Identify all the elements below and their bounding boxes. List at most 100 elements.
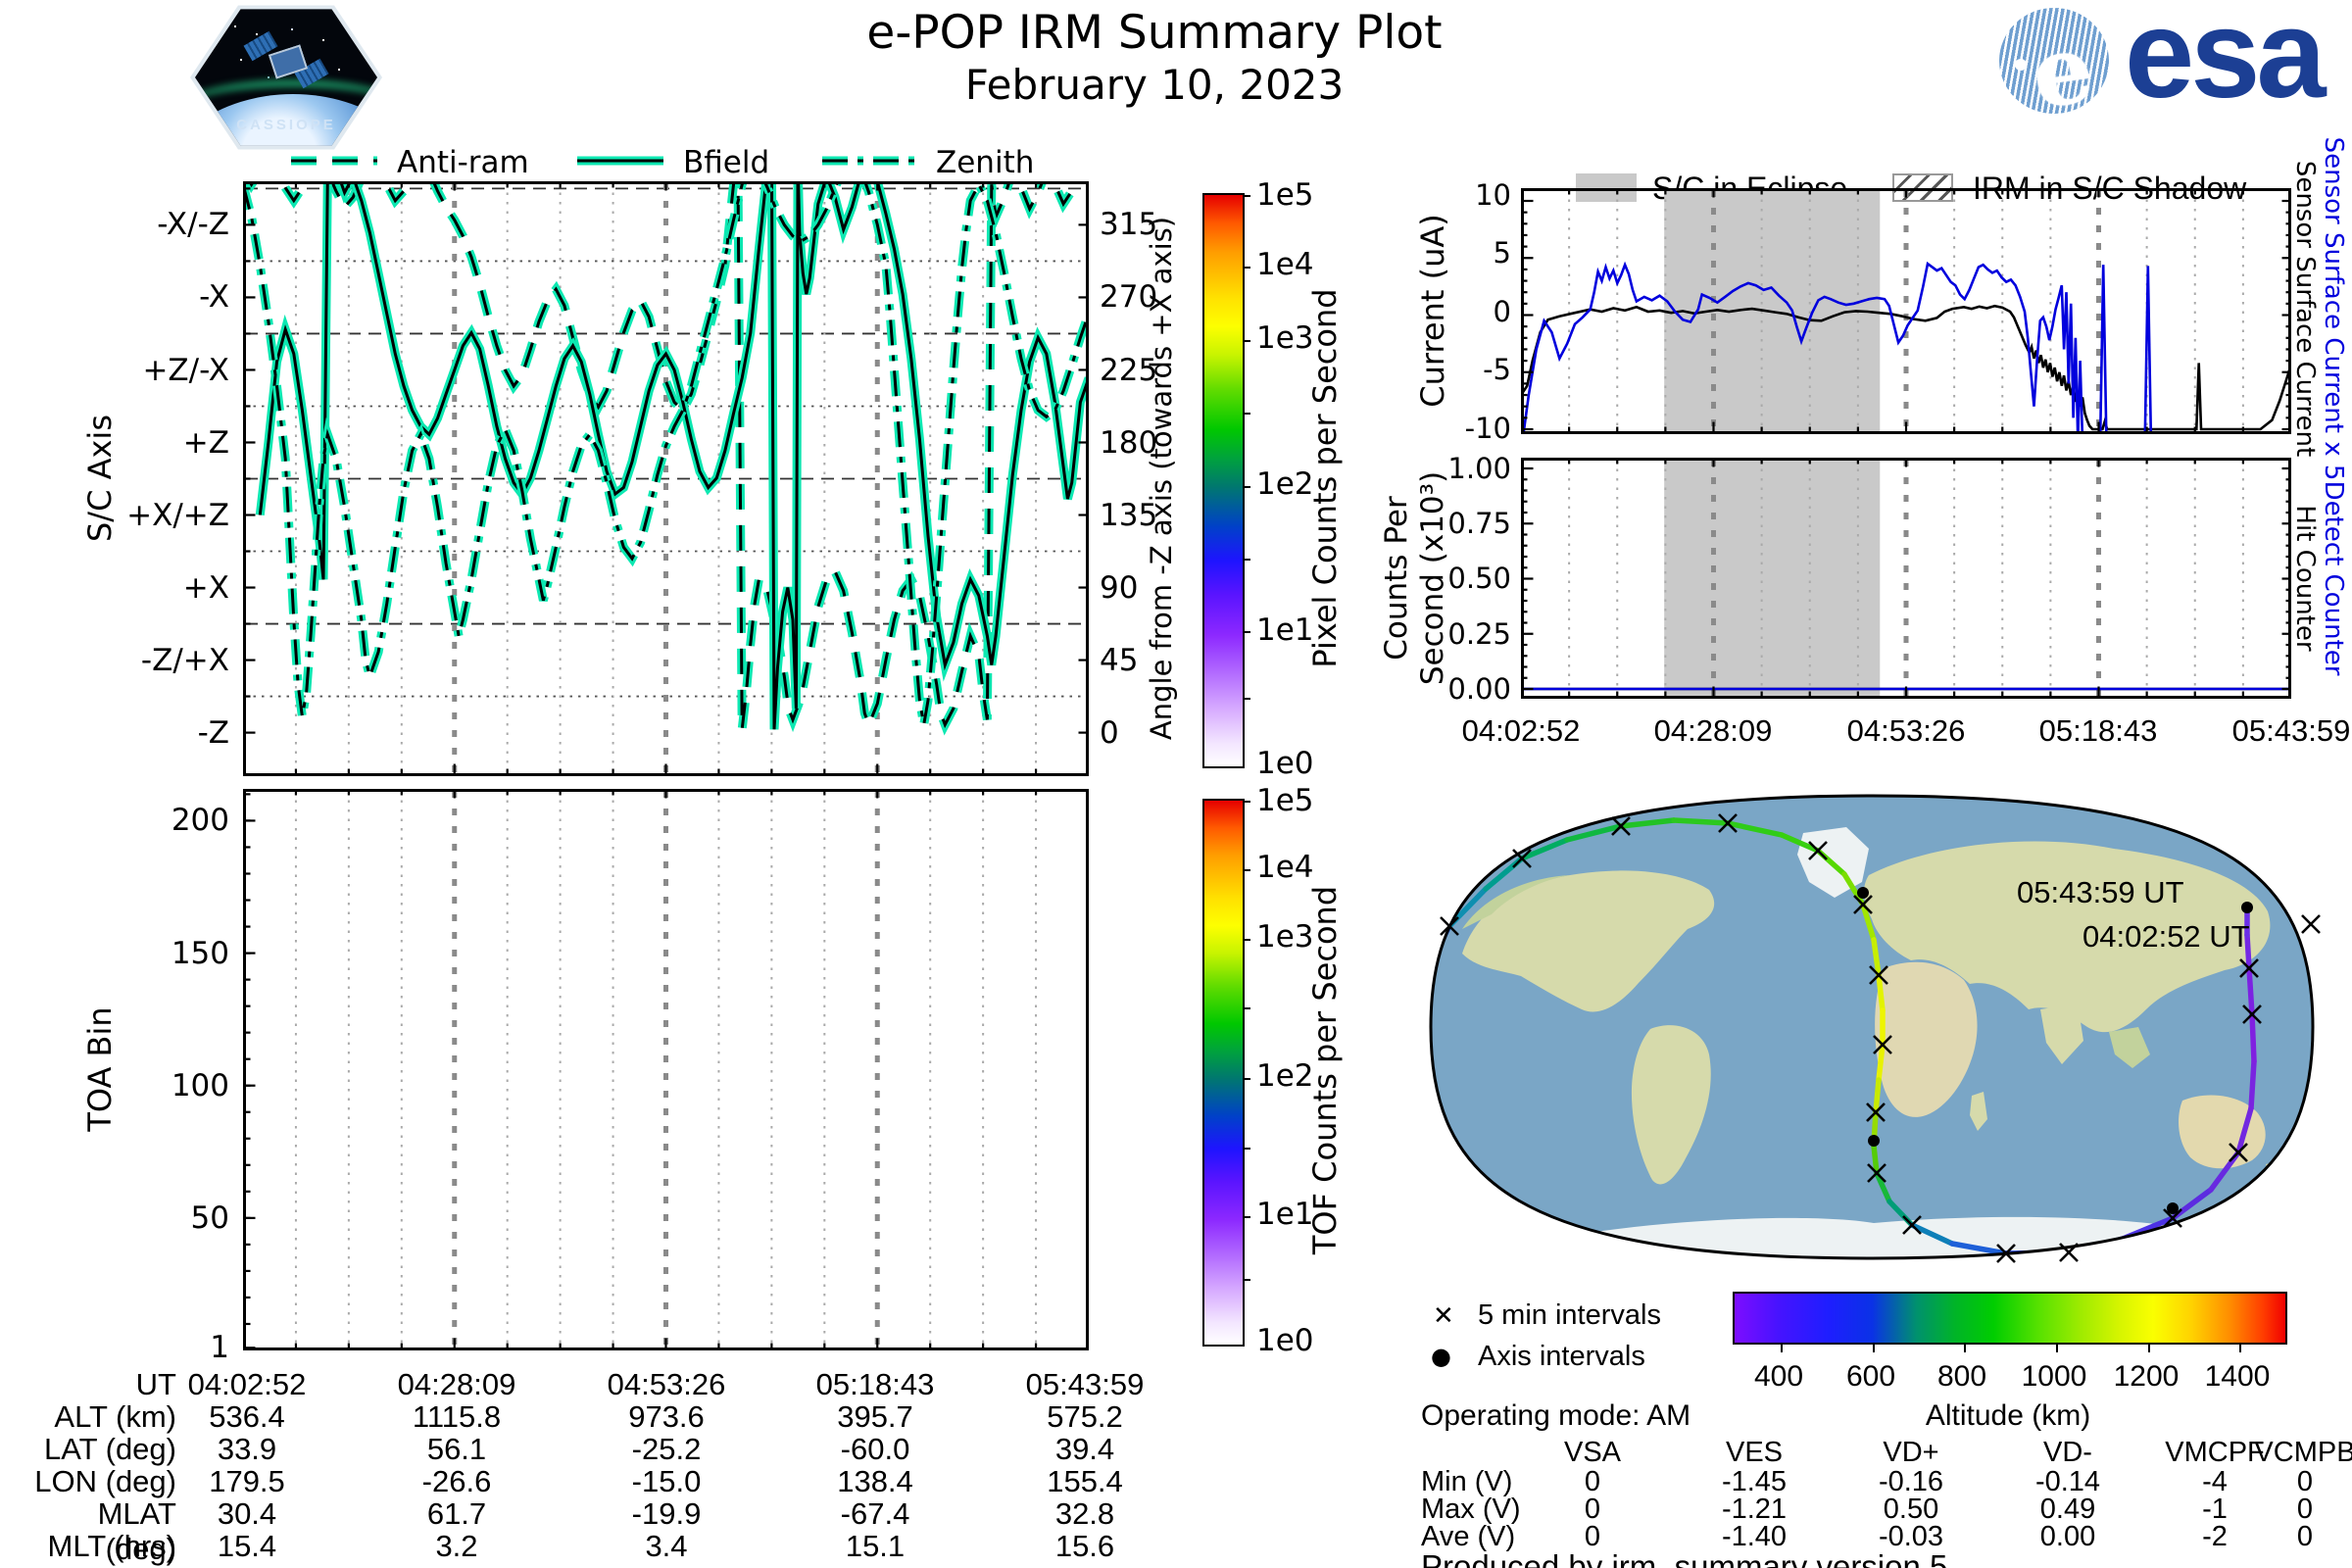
current-tick: -10 [1464,412,1511,445]
ephemeris-value: -19.9 [631,1496,702,1531]
pixel-cb-tick: 1e4 [1256,247,1314,282]
current-plot [1521,188,2291,434]
voltage-value: 0 [1584,1466,1601,1497]
current-tick: 0 [1493,295,1511,328]
angle-tick: 90 [1100,570,1139,606]
voltage-value: 0 [1584,1521,1601,1552]
esa-logo: e esa [1999,0,2342,124]
voltage-value: -0.14 [2034,1466,2101,1497]
time-tick: 04:28:09 [1653,713,1773,748]
ephemeris-value: 575.2 [1047,1399,1123,1434]
eclipse-swatch-icon [1576,173,1637,202]
ephemeris-value: 395.7 [837,1399,913,1434]
dot-marker-icon: ● [1431,1343,1451,1370]
ephemeris-value: -25.2 [631,1432,702,1466]
toa-tick: 200 [171,803,229,838]
ephemeris-value: 155.4 [1047,1464,1123,1498]
ephemeris-row-label: ALT (km) [54,1399,176,1434]
voltage-value: 0 [2296,1521,2314,1552]
voltage-col-header: VSA [1563,1437,1622,1468]
ephemeris-row-label: MLT (hrs) [47,1529,176,1563]
shadow-hatch-swatch-icon [1892,173,1953,202]
current-tick: 10 [1475,178,1511,212]
pixel-cb-tick: 1e1 [1256,612,1314,648]
pixel-cb-tick: 1e5 [1256,177,1314,213]
x-marker-icon: ✕ [1433,1301,1454,1331]
toa-tick: 1 [210,1330,229,1365]
esa-e-icon: e [2025,12,2100,114]
sensor-current-label: Sensor Surface Current [2290,160,2320,458]
ephemeris-value: 33.9 [217,1432,277,1466]
x-marker-legend-label: 5 min intervals [1478,1299,1661,1331]
current-tick: 5 [1493,236,1511,270]
pixel-cb-tick: 1e0 [1256,746,1314,781]
voltage-value: -1.45 [1721,1466,1788,1497]
sc-zone-label: +X [182,570,229,606]
ephemeris-value: -60.0 [840,1432,910,1466]
current-tick: -5 [1483,353,1511,386]
voltage-value: 0.49 [2039,1494,2096,1525]
voltage-col-header: VD- [2043,1437,2092,1468]
alt-tick: 1200 [2113,1360,2180,1393]
cassiope-mission-patch: CASSIOPE [190,5,382,150]
map-end-time-label: 05:43:59 UT [2017,875,2184,909]
esa-dot-icon [2015,59,2027,71]
sc-zone-label: -X [199,279,229,315]
pixel-cb-tick: 1e3 [1256,320,1314,356]
esa-wordmark: esa [2125,0,2327,124]
ephemeris-value: -67.4 [840,1496,910,1531]
ephemeris-value: 05:43:59 [1025,1367,1145,1401]
ephemeris-row-label: MLAT (deg) [97,1496,176,1566]
dot-marker-legend-label: Axis intervals [1478,1341,1645,1372]
hit-counter-label: Hit Counter [2290,505,2320,652]
voltage-value: -1.21 [1721,1494,1788,1525]
toa-bin-plot [243,789,1089,1350]
antiram-line-sample-icon [291,156,377,166]
tof-cb-tick: 1e4 [1256,850,1314,885]
alt-tick: 600 [1845,1360,1896,1393]
ephemeris-value: 138.4 [837,1464,913,1498]
voltage-row-label: Min (V) [1421,1466,1513,1497]
page-title: e-POP IRM Summary Plot [866,6,1443,60]
aurora-icon [195,80,377,145]
voltage-value: -0.16 [1878,1466,1944,1497]
sc-zone-label: +X/+Z [126,498,229,533]
ephemeris-value: 15.4 [217,1529,277,1563]
ephemeris-row-label: LON (deg) [34,1464,176,1498]
voltage-value: 0.00 [2039,1521,2096,1552]
angle-tick: 270 [1100,279,1158,315]
sc-zone-label: -Z/+X [140,643,229,678]
ground-track-map [1429,794,2321,1263]
sc-axis-legend: Anti-ram Bfield Zenith [289,143,1054,180]
time-tick: 04:02:52 [1461,713,1581,748]
alt-tick: 400 [1753,1360,1804,1393]
ephemeris-value: -15.0 [631,1464,702,1498]
tof-cb-tick: 1e3 [1256,919,1314,955]
operating-mode-label: Operating mode: AM [1421,1399,1691,1432]
ephemeris-value: 536.4 [209,1399,285,1434]
altitude-cb-label: Altitude (km) [1925,1399,2091,1432]
map-start-time-label: 04:02:52 UT [2082,919,2250,954]
voltage-value: -1.40 [1721,1521,1788,1552]
stars-icon [234,25,236,27]
produced-by-footer: Produced by irm_summary version 5 [1421,1548,1948,1568]
pixel-colorbar [1202,193,1250,768]
ephemeris-value: 1115.8 [412,1399,502,1434]
ephemeris-row-label: UT [135,1367,176,1401]
voltage-value: -4 [2202,1466,2228,1497]
tof-colorbar [1202,799,1250,1347]
time-tick: 04:53:26 [1846,713,1966,748]
ephemeris-value: 15.6 [1054,1529,1115,1563]
alt-tick: 1000 [2021,1360,2087,1393]
cassiope-patch-art: CASSIOPE [195,9,377,146]
sc-zone-label: -X/-Z [157,207,229,242]
ephemeris-value: 04:28:09 [397,1367,516,1401]
ephemeris-value: 3.4 [645,1529,688,1563]
ephemeris-value: 15.1 [845,1529,906,1563]
ephemeris-value: 973.6 [628,1399,705,1434]
legend-bfield-label: Bfield [683,145,770,180]
ephemeris-value: 05:18:43 [815,1367,935,1401]
angle-tick: 180 [1100,425,1158,461]
toa-tick: 50 [190,1200,229,1236]
tof-cb-tick: 1e1 [1256,1197,1314,1232]
